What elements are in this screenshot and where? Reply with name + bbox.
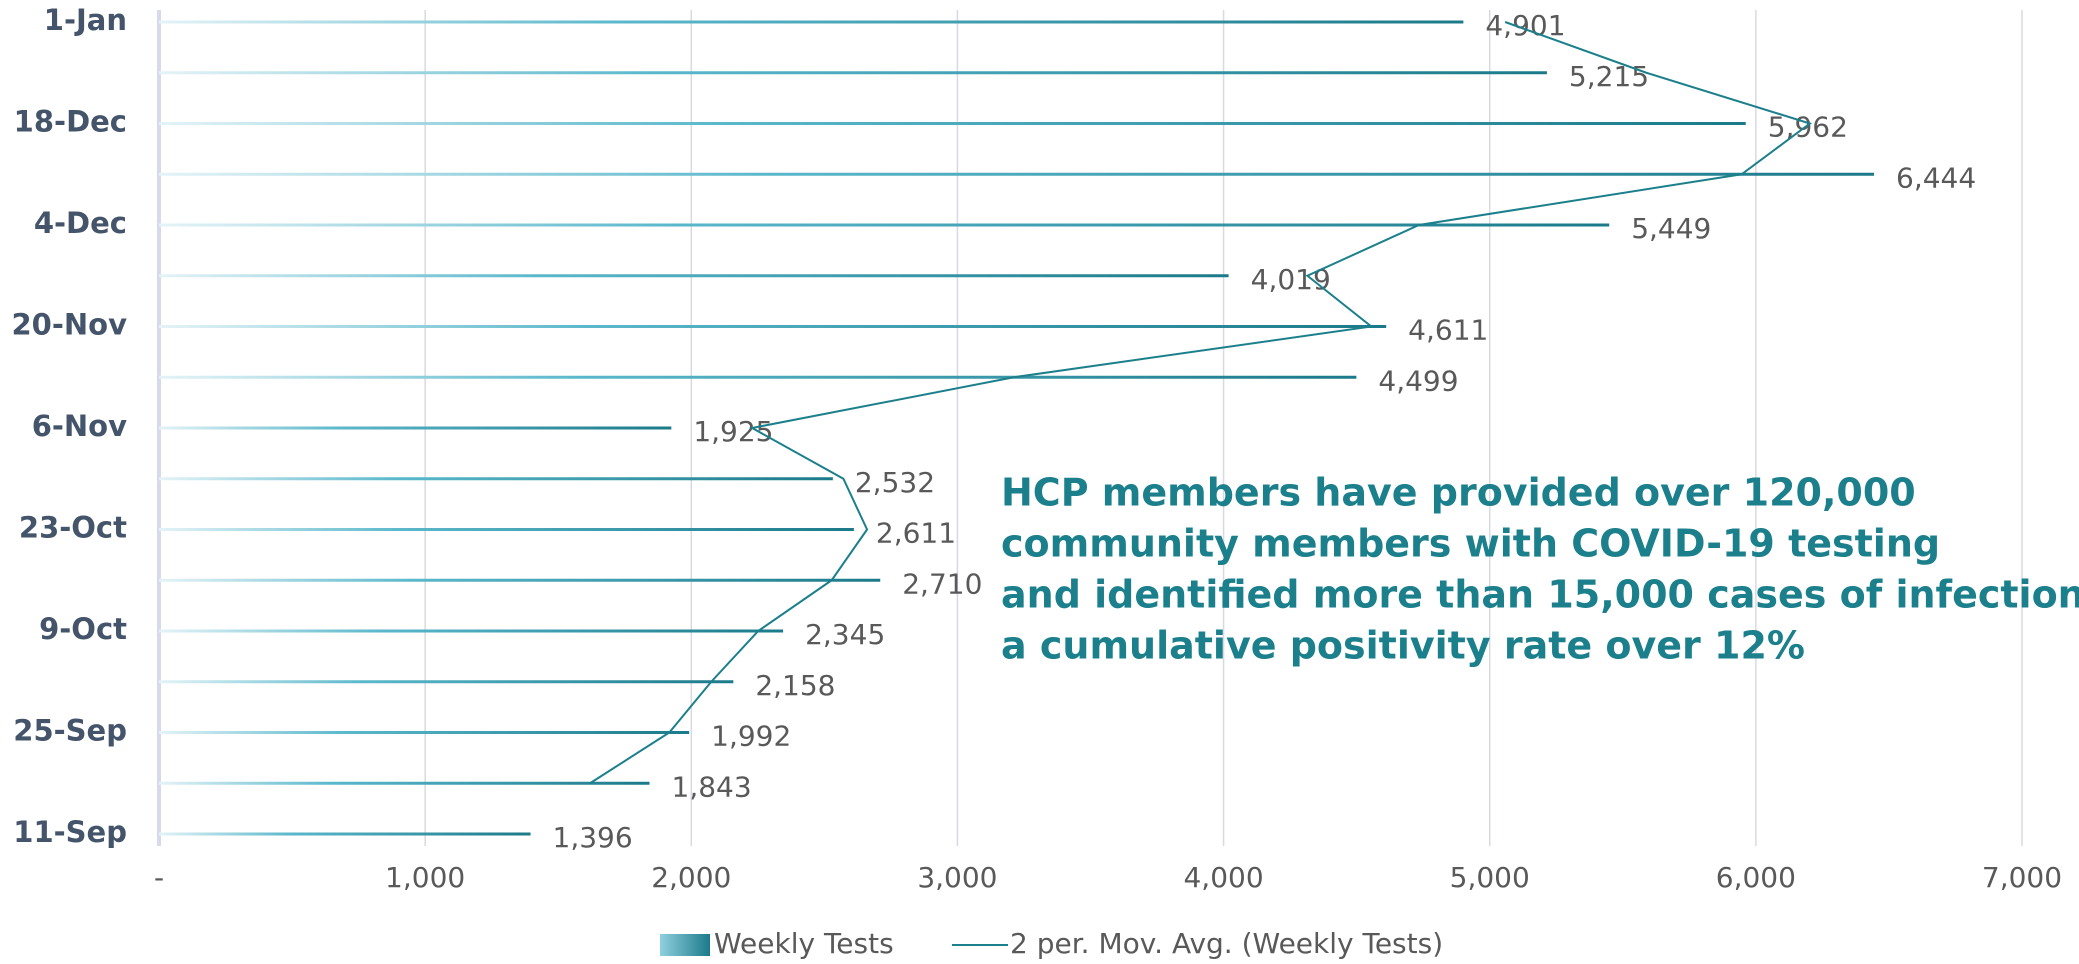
x-tick-label: - <box>154 861 164 894</box>
data-label: 4,019 <box>1251 263 1331 296</box>
data-label: 5,449 <box>1631 212 1711 245</box>
y-tick-label: 1-Jan <box>44 3 127 37</box>
data-label: 1,396 <box>553 821 633 854</box>
bar <box>159 274 1229 278</box>
y-tick-label: 23-Oct <box>19 511 127 545</box>
bar <box>159 375 1357 379</box>
data-label: 2,345 <box>805 618 885 651</box>
data-label: 2,532 <box>855 466 935 499</box>
data-label: 5,962 <box>1768 111 1848 144</box>
x-tick-label: 3,000 <box>917 861 997 894</box>
data-label: 2,158 <box>755 669 835 702</box>
bar <box>159 731 690 734</box>
bar <box>159 477 833 481</box>
y-tick-label: 18-Dec <box>14 105 127 139</box>
x-tick-label: 4,000 <box>1183 861 1263 894</box>
data-label: 6,444 <box>1896 161 1976 194</box>
y-tick-label: 6-Nov <box>32 409 127 443</box>
annotation: a cumulative positivity rate over 12% <box>1001 624 1805 668</box>
bar <box>159 71 1547 75</box>
x-tick-label: 2,000 <box>651 861 731 894</box>
bar <box>159 680 734 684</box>
legend-label: Weekly Tests <box>714 927 894 960</box>
annotation: and identified more than 15,000 cases of… <box>1001 573 2079 617</box>
data-label: 2,611 <box>876 517 956 550</box>
y-tick-label: 9-Oct <box>39 612 127 646</box>
y-tick-label: 20-Nov <box>12 308 128 342</box>
bar <box>159 426 672 430</box>
legend-swatch <box>660 934 710 956</box>
bar <box>159 20 1464 24</box>
data-label: 1,992 <box>711 720 791 753</box>
legend-label: 2 per. Mov. Avg. (Weekly Tests) <box>1010 927 1443 960</box>
data-label: 1,843 <box>672 770 752 803</box>
data-label: 4,499 <box>1378 364 1458 397</box>
bar <box>159 122 1746 125</box>
y-tick-label: 25-Sep <box>13 714 127 748</box>
y-tick-label: 11-Sep <box>13 815 127 849</box>
annotation: community members with COVID-19 testing <box>1001 522 1940 566</box>
bar <box>159 578 881 582</box>
x-tick-label: 1,000 <box>385 861 465 894</box>
x-tick-label: 5,000 <box>1450 861 1530 894</box>
bar <box>159 528 854 531</box>
bar <box>159 629 784 633</box>
data-label: 1,925 <box>693 415 773 448</box>
bar <box>159 781 650 785</box>
bar <box>159 223 1610 227</box>
annotation: HCP members have provided over 120,000 <box>1001 471 1916 515</box>
y-tick-label: 4-Dec <box>34 206 127 240</box>
data-label: 4,611 <box>1408 314 1488 347</box>
x-tick-label: 6,000 <box>1716 861 1796 894</box>
data-label: 2,710 <box>902 567 982 600</box>
bar <box>159 172 1875 176</box>
data-label: 4,901 <box>1485 9 1565 42</box>
trend-line <box>589 21 1813 785</box>
x-tick-label: 7,000 <box>1982 861 2062 894</box>
bar <box>159 832 531 836</box>
bar <box>159 325 1387 328</box>
data-label: 5,215 <box>1569 60 1649 93</box>
